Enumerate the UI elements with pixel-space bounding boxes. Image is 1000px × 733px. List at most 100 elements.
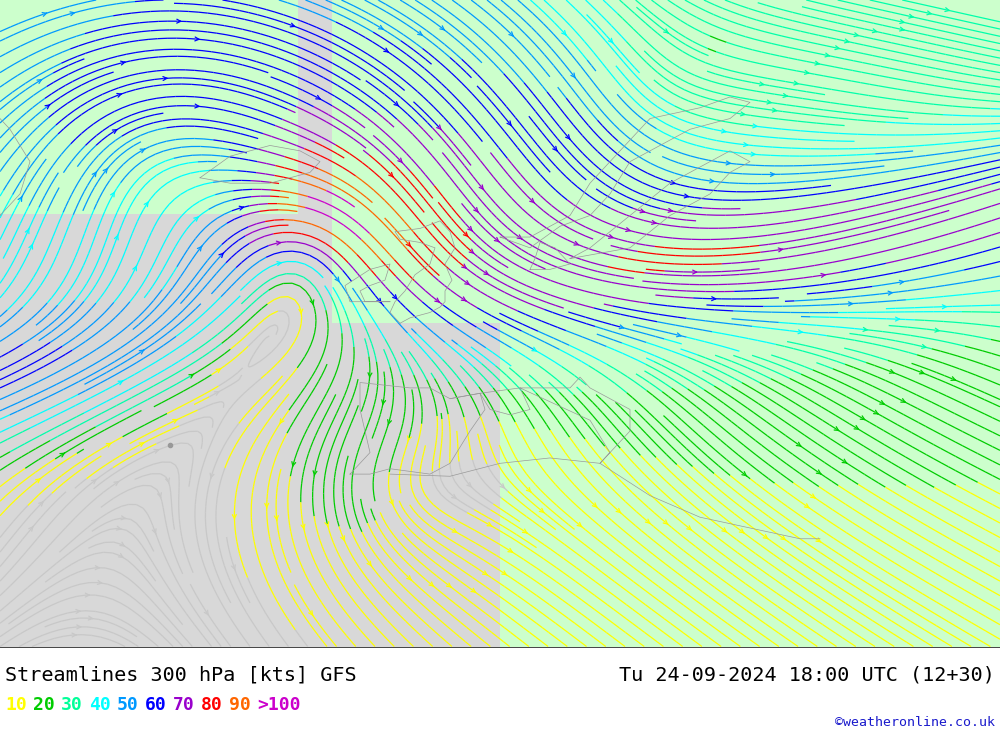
FancyArrowPatch shape [389,172,393,177]
FancyArrowPatch shape [163,76,167,81]
FancyArrowPatch shape [484,270,489,275]
FancyArrowPatch shape [677,333,681,336]
FancyArrowPatch shape [494,237,499,242]
FancyArrowPatch shape [664,29,668,33]
FancyArrowPatch shape [888,291,892,295]
FancyArrowPatch shape [781,536,785,539]
FancyArrowPatch shape [507,121,511,126]
FancyArrowPatch shape [901,399,905,402]
FancyArrowPatch shape [219,253,224,257]
FancyArrowPatch shape [815,62,819,65]
FancyArrowPatch shape [37,80,42,84]
FancyArrowPatch shape [474,207,478,213]
FancyArrowPatch shape [811,494,815,498]
FancyArrowPatch shape [500,484,505,488]
FancyArrowPatch shape [112,130,117,133]
FancyArrowPatch shape [626,228,630,232]
FancyArrowPatch shape [139,350,144,354]
FancyArrowPatch shape [479,185,484,190]
FancyArrowPatch shape [111,192,115,197]
FancyArrowPatch shape [693,270,697,274]
FancyArrowPatch shape [115,235,118,240]
FancyArrowPatch shape [25,229,29,234]
FancyArrowPatch shape [663,520,668,524]
FancyArrowPatch shape [770,172,774,177]
FancyArrowPatch shape [726,161,730,165]
FancyArrowPatch shape [821,273,825,277]
FancyArrowPatch shape [778,248,783,252]
FancyArrowPatch shape [467,482,472,487]
FancyArrowPatch shape [309,611,313,616]
Text: 80: 80 [201,696,223,714]
FancyArrowPatch shape [274,515,278,521]
FancyArrowPatch shape [794,81,798,85]
FancyArrowPatch shape [313,471,317,476]
FancyArrowPatch shape [29,244,33,249]
FancyArrowPatch shape [468,226,472,231]
FancyArrowPatch shape [487,523,492,526]
FancyArrowPatch shape [92,172,97,177]
FancyArrowPatch shape [232,565,235,570]
FancyArrowPatch shape [29,526,33,531]
FancyArrowPatch shape [899,280,904,284]
FancyArrowPatch shape [471,589,476,592]
FancyArrowPatch shape [462,264,466,268]
FancyArrowPatch shape [517,235,522,239]
FancyArrowPatch shape [530,199,534,203]
FancyArrowPatch shape [452,494,456,498]
FancyArrowPatch shape [592,503,597,507]
FancyArrowPatch shape [712,297,716,301]
FancyArrowPatch shape [922,345,926,348]
FancyArrowPatch shape [45,105,50,109]
FancyArrowPatch shape [951,377,956,380]
FancyArrowPatch shape [384,48,388,52]
FancyArrowPatch shape [77,625,81,629]
FancyArrowPatch shape [335,277,339,282]
FancyArrowPatch shape [465,281,469,284]
FancyArrowPatch shape [608,38,613,43]
FancyArrowPatch shape [290,23,295,27]
FancyArrowPatch shape [382,399,386,405]
FancyArrowPatch shape [889,369,894,373]
FancyArrowPatch shape [388,419,391,425]
Text: 70: 70 [173,696,195,714]
FancyArrowPatch shape [483,571,487,575]
FancyArrowPatch shape [804,70,809,74]
FancyArrowPatch shape [120,542,125,546]
FancyArrowPatch shape [835,45,839,50]
FancyArrowPatch shape [88,616,93,620]
FancyArrowPatch shape [195,37,199,41]
FancyArrowPatch shape [804,504,809,508]
Text: 40: 40 [89,696,111,714]
FancyArrowPatch shape [574,241,579,245]
FancyArrowPatch shape [310,300,314,305]
FancyArrowPatch shape [121,61,125,65]
FancyArrowPatch shape [280,419,284,424]
FancyArrowPatch shape [463,232,468,237]
FancyArrowPatch shape [277,262,281,265]
FancyArrowPatch shape [816,538,821,542]
FancyArrowPatch shape [909,15,913,18]
FancyArrowPatch shape [194,217,199,221]
FancyArrowPatch shape [139,443,144,446]
FancyArrowPatch shape [945,8,949,12]
FancyArrowPatch shape [741,112,745,116]
FancyArrowPatch shape [232,515,236,520]
FancyArrowPatch shape [195,104,199,108]
FancyArrowPatch shape [95,566,99,570]
FancyArrowPatch shape [566,135,570,139]
FancyArrowPatch shape [407,575,411,580]
FancyArrowPatch shape [367,561,371,566]
FancyArrowPatch shape [609,235,613,238]
FancyArrowPatch shape [816,470,821,474]
FancyArrowPatch shape [895,317,900,321]
FancyArrowPatch shape [710,179,714,183]
FancyArrowPatch shape [860,416,865,420]
FancyArrowPatch shape [798,330,802,334]
FancyArrowPatch shape [140,149,145,152]
FancyArrowPatch shape [189,374,194,378]
FancyArrowPatch shape [368,373,372,378]
Text: 90: 90 [229,696,251,714]
FancyArrowPatch shape [210,474,214,479]
FancyArrowPatch shape [204,611,209,615]
